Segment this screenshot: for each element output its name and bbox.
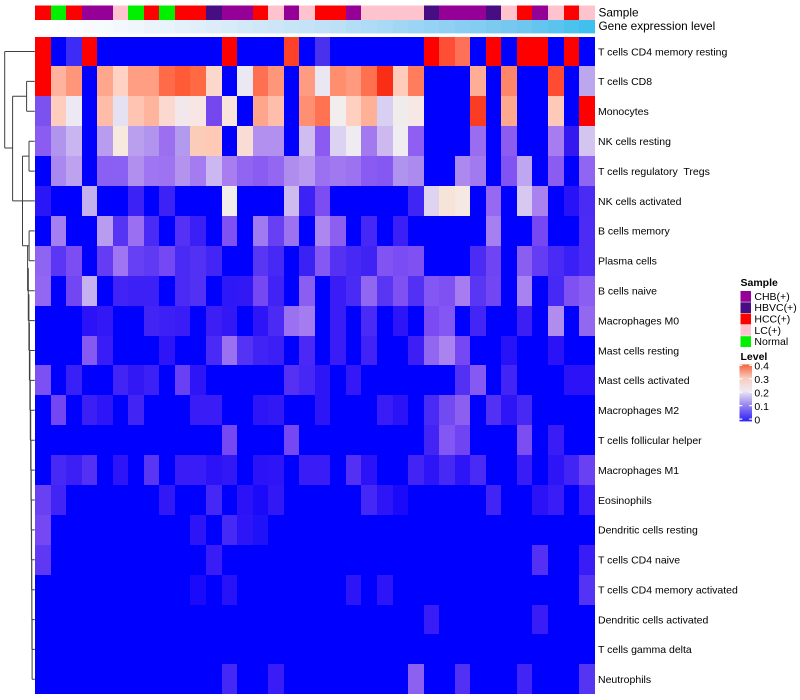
svg-text:NK cells resting: NK cells resting xyxy=(598,136,671,148)
svg-text:T cells CD8: T cells CD8 xyxy=(598,76,652,88)
svg-text:Level: Level xyxy=(741,351,768,363)
svg-text:Macrophages M0: Macrophages M0 xyxy=(598,315,679,327)
svg-text:CHB(+): CHB(+) xyxy=(754,291,789,303)
svg-text:Mast cells activated: Mast cells activated xyxy=(598,375,690,387)
svg-text:T cells gamma delta: T cells gamma delta xyxy=(598,644,692,656)
svg-text:0.4: 0.4 xyxy=(754,361,769,373)
svg-text:0.3: 0.3 xyxy=(754,374,769,386)
svg-text:T cells CD4 memory resting: T cells CD4 memory resting xyxy=(598,46,727,58)
svg-text:Eosinophils: Eosinophils xyxy=(598,495,652,507)
svg-text:Dendritic cells resting: Dendritic cells resting xyxy=(598,525,698,537)
svg-text:T cells follicular helper: T cells follicular helper xyxy=(598,435,702,447)
svg-text:B cells naive: B cells naive xyxy=(598,286,657,298)
svg-text:Normal: Normal xyxy=(754,336,788,348)
svg-text:HBVC(+): HBVC(+) xyxy=(754,302,796,314)
svg-text:Plasma cells: Plasma cells xyxy=(598,256,657,268)
svg-text:HCC(+): HCC(+) xyxy=(754,314,790,326)
svg-text:Monocytes: Monocytes xyxy=(598,106,649,118)
svg-text:Sample: Sample xyxy=(741,277,779,289)
svg-text:Dendritic cells activated: Dendritic cells activated xyxy=(598,614,708,626)
svg-text:B cells memory: B cells memory xyxy=(598,226,671,238)
svg-text:T cells CD4 memory activated: T cells CD4 memory activated xyxy=(598,585,738,597)
svg-text:NK cells activated: NK cells activated xyxy=(598,196,682,208)
svg-text:LC(+): LC(+) xyxy=(754,325,781,337)
svg-text:0.1: 0.1 xyxy=(754,401,769,413)
svg-text:T cells CD4 naive: T cells CD4 naive xyxy=(598,555,680,567)
svg-text:0: 0 xyxy=(754,414,760,426)
svg-text:Macrophages M2: Macrophages M2 xyxy=(598,405,679,417)
svg-text:Sample: Sample xyxy=(599,6,639,20)
svg-text:Mast cells resting: Mast cells resting xyxy=(598,345,679,357)
svg-text:Macrophages M1: Macrophages M1 xyxy=(598,465,679,477)
svg-text:Gene expression level: Gene expression level xyxy=(599,19,716,33)
svg-text:Neutrophils: Neutrophils xyxy=(598,674,651,686)
svg-text:0.2: 0.2 xyxy=(754,387,769,399)
svg-text:T cells regulatory Tregs: T cells regulatory Tregs xyxy=(598,166,710,178)
